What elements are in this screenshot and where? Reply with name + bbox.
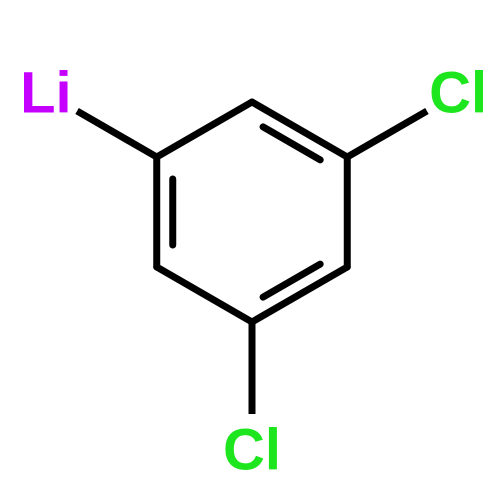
atom-label-cl: Cl <box>429 61 487 126</box>
molecule-canvas: Li Cl Cl <box>0 0 500 500</box>
atom-label-cl: Cl <box>223 418 281 483</box>
atom-label-li: Li <box>20 61 72 126</box>
